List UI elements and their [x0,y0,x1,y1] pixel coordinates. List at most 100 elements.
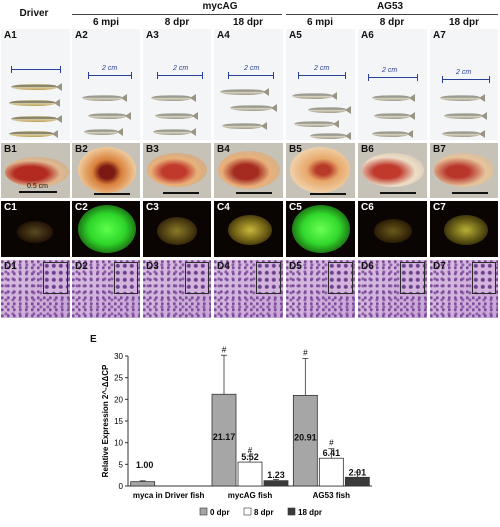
panel-b6: B6 [358,143,427,198]
legend-swatch [243,507,252,516]
y-tick-label: 20 [114,395,123,404]
scale-ruler [368,74,418,81]
bar [211,393,237,487]
panel-c6: C6 [358,201,427,257]
panel-label: A4 [217,30,230,41]
fish [155,112,198,120]
panel-label: B4 [217,144,230,155]
scale-bar [94,193,130,195]
panel-d7: D7 [430,260,498,318]
fluorescence-signal [228,215,272,245]
timepoint-6: 18 dpr [448,17,479,28]
panel-label: A3 [146,30,159,41]
panel-label: C5 [289,202,302,213]
y-tick-label: 15 [114,417,123,426]
data-label: 20.91 [294,433,317,443]
driver-header: Driver [19,8,49,19]
fish [308,106,351,114]
panel-label: B6 [361,144,374,155]
fish [151,94,196,102]
panel-a3: A3 2 cm [143,29,211,140]
y-tick-label: 10 [114,439,123,448]
bar [292,394,318,487]
fish [372,94,415,102]
scale-bar [380,192,416,194]
fluorescence-signal [374,219,412,243]
panel-a5: A5 2 cm [286,29,355,140]
panel-label: A7 [433,30,446,41]
ruler-text: 2 cm [173,65,189,72]
dissected-fish [290,147,350,193]
ruler-text: 2 cm [456,69,472,76]
significance-mark: # [303,349,308,358]
dissected-fish [362,153,424,187]
histology-inset [471,262,496,294]
panel-label: B2 [75,144,88,155]
fluorescence-signal [292,205,350,253]
ruler-text: 2 cm [382,67,398,74]
panel-label: B3 [146,144,159,155]
fish [442,130,485,138]
data-label: 1.00 [136,460,154,470]
fish [222,122,267,130]
panel-c7: C7 [430,201,498,257]
legend-swatch [287,507,296,516]
bar [237,461,263,487]
y-tick-label: 5 [119,460,124,469]
mycag-divider [72,14,282,15]
scale-ruler [157,72,203,79]
fish [294,120,339,128]
scale-ruler [88,72,132,79]
legend-label: 8 dpr [254,508,274,517]
fish [9,130,58,138]
panel-label: A6 [361,30,374,41]
scale-bar [236,192,272,194]
bar [344,476,370,487]
dissected-fish [78,147,136,193]
y-axis-label: Relative Expression 2^-ΔΔCP [101,364,110,477]
panel-b2: B2 [72,143,140,198]
timepoint-5: 8 dpr [379,17,405,28]
panel-c1: C1 [1,201,70,257]
scale-ruler [442,76,490,83]
bar [263,480,289,487]
panel-label: C1 [4,202,17,213]
ruler-text: 2 cm [102,65,118,72]
fluorescence-signal [444,215,488,245]
panel-e-label: E [90,334,97,345]
fluorescence-signal [78,205,136,253]
dissected-fish [5,157,69,187]
panel-label: B1 [4,144,17,155]
fish [84,128,123,136]
fish [374,112,415,120]
timepoint-4: 6 mpi [306,17,334,28]
panel-label: A1 [4,30,17,41]
significance-mark: # [248,446,253,455]
fish [9,99,60,107]
histology-inset [113,262,138,294]
panel-label: C3 [146,202,159,213]
category-label: myca in Driver fish [133,491,205,500]
fish [230,104,277,112]
y-tick-label: 25 [114,374,123,383]
panel-c4: C4 [214,201,283,257]
histology-inset [400,262,425,294]
panel-a7: A7 2 cm [430,29,498,140]
timepoint-2: 8 dpr [164,17,190,28]
panel-label: D1 [4,261,17,272]
ruler-text: 2 cm [314,65,330,72]
scale-bar [310,193,346,195]
dissected-fish [434,153,494,187]
panel-label: A2 [75,30,88,41]
panel-a1: A1 [1,29,70,140]
panel-label: D4 [217,261,230,272]
panel-d6: D6 [358,260,427,318]
panel-b1: B1 0.5 cm [1,143,70,198]
panel-a2: A2 2 cm [72,29,140,140]
category-label: AG53 fish [313,491,350,500]
fish [372,130,413,138]
significance-mark: # [222,345,227,354]
histology-inset [43,262,68,294]
mycag-header: mycAG [202,1,238,12]
